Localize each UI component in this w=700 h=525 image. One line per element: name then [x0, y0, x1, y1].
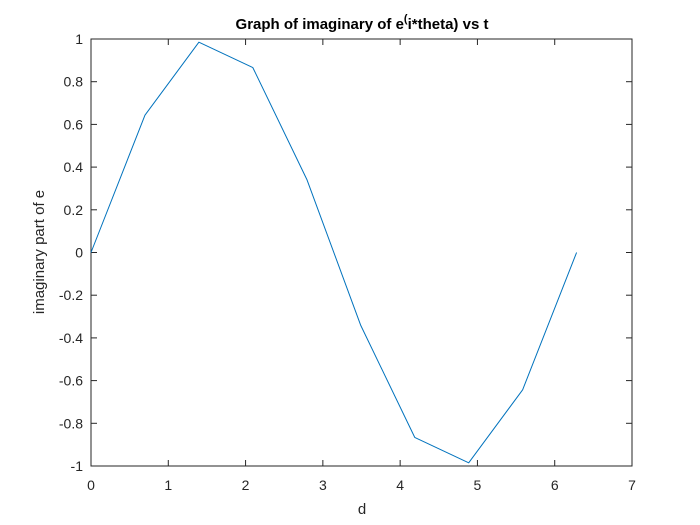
series-line: [90, 41, 578, 464]
tick-labels-layer: 0 1 2 3 4 5 6 7 1 0.8 0.6 0.4 0.2 0 -0.2 -0.4 -0.6 -0.8 -1: [59, 31, 636, 493]
x-tick-label: 7: [628, 477, 636, 493]
y-tick-label: 0.6: [64, 116, 84, 132]
chart-title: Graph of imaginary of e(i*theta) vs t: [236, 13, 489, 33]
ticks-layer: [90, 38, 633, 467]
y-axis-label: imaginary part of e: [31, 190, 48, 314]
x-tick-label: 4: [396, 477, 404, 493]
y-tick-label: -0.8: [59, 415, 83, 431]
x-axis-label: d: [358, 501, 366, 518]
y-tick-label: 0: [75, 245, 83, 261]
y-tick-label: -0.4: [59, 330, 83, 346]
plot-area: [90, 38, 633, 467]
y-tick-label: 0.2: [64, 202, 84, 218]
y-tick-label: 0.4: [64, 159, 84, 175]
x-tick-label: 5: [474, 477, 482, 493]
chart-title-superscript: (: [404, 13, 408, 25]
x-tick-label: 3: [319, 477, 327, 493]
x-tick-label: 1: [164, 477, 172, 493]
y-tick-label: -0.6: [59, 373, 83, 389]
y-tick-label: 0.8: [64, 74, 84, 90]
x-tick-label: 2: [242, 477, 250, 493]
y-tick-label: -0.2: [59, 287, 83, 303]
x-tick-label: 0: [87, 477, 95, 493]
chart-title-main: Graph of imaginary of e: [236, 16, 404, 33]
chart-title-tail: i*theta) vs t: [408, 16, 489, 33]
x-tick-label: 6: [551, 477, 559, 493]
y-tick-label: 1: [75, 31, 83, 47]
y-tick-label: -1: [71, 458, 84, 474]
series-layer: [90, 41, 578, 464]
